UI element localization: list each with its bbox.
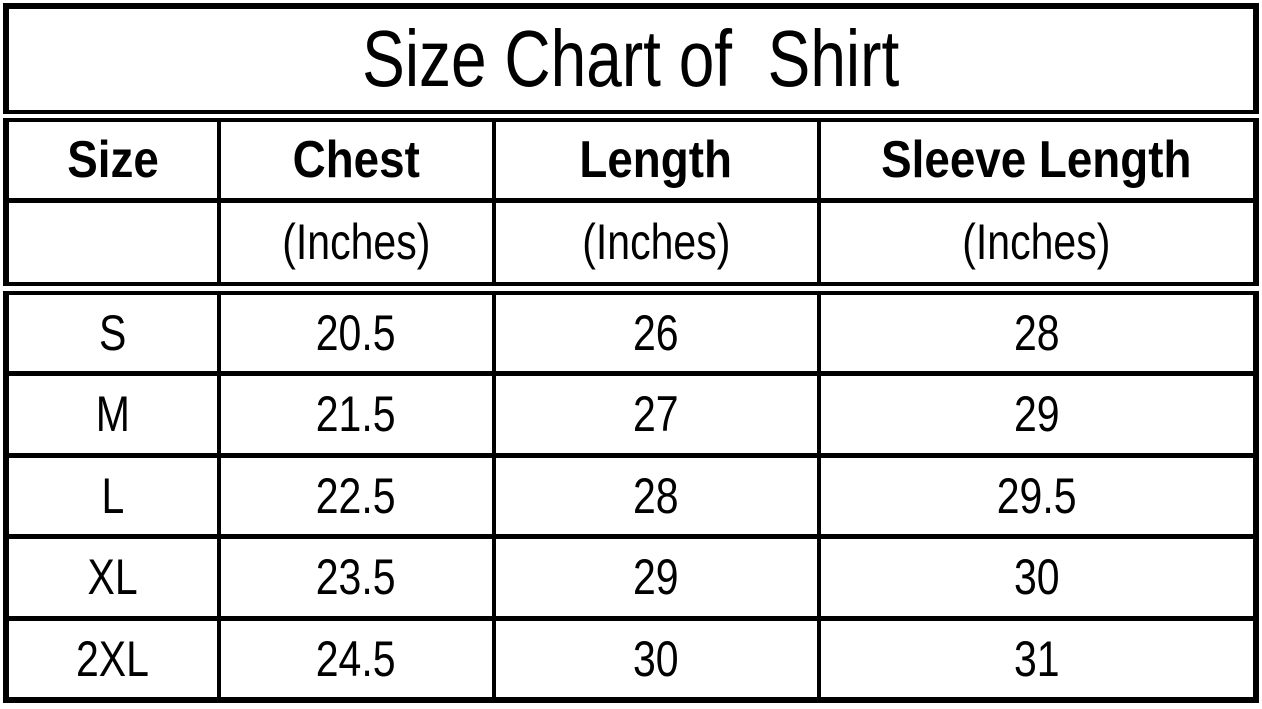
table-row-m: M 21.5 27 29	[4, 371, 1258, 458]
table-row-s: S 20.5 26 28	[4, 285, 1258, 377]
length-cell: 26	[491, 285, 821, 377]
size-cell: M	[4, 371, 221, 458]
chest-value: 23.5	[316, 549, 396, 606]
size-value: L	[101, 467, 125, 524]
column-header-chest-label: Chest	[292, 130, 420, 189]
chest-value: 22.5	[316, 467, 396, 524]
sleeve-length-value: 29	[1013, 386, 1060, 443]
size-value: S	[99, 304, 127, 361]
chest-cell: 22.5	[216, 452, 496, 540]
units-row: (Inches) (Inches) (Inches)	[4, 198, 1258, 295]
table-row-2xl: 2XL 24.5 30 31	[4, 615, 1258, 703]
chart-title-cell: Size Chart of Shirt	[4, 3, 1258, 122]
units-label-sleeve-length: (Inches)	[962, 214, 1111, 271]
chest-value: 24.5	[316, 630, 396, 687]
size-cell: S	[4, 285, 221, 377]
size-chart-table: Size Chart of Shirt Size Chest Length Sl…	[3, 3, 1259, 703]
chest-cell: 21.5	[216, 371, 496, 458]
table-row-xl: XL 23.5 29 30	[4, 534, 1258, 621]
length-cell: 29	[491, 534, 821, 621]
column-header-chest: Chest	[216, 113, 496, 204]
chest-value: 21.5	[316, 386, 396, 443]
title-row: Size Chart of Shirt	[4, 3, 1258, 122]
length-cell: 27	[491, 371, 821, 458]
sleeve-length-cell: 30	[816, 534, 1258, 621]
length-value: 27	[633, 386, 679, 443]
length-value: 28	[633, 467, 679, 524]
units-label-length: (Inches)	[581, 214, 731, 271]
length-value: 30	[633, 630, 679, 687]
size-cell: L	[4, 452, 221, 540]
size-value: 2XL	[76, 630, 150, 687]
sleeve-length-value: 30	[1013, 549, 1060, 606]
length-cell: 28	[491, 452, 821, 540]
column-header-sleeve-length-label: Sleeve Length	[881, 130, 1192, 189]
units-label-chest: (Inches)	[281, 214, 431, 271]
sleeve-length-cell: 29	[816, 371, 1258, 458]
table-row-l: L 22.5 28 29.5	[4, 452, 1258, 540]
size-value: M	[95, 386, 130, 443]
length-cell: 30	[491, 615, 821, 703]
size-cell: XL	[4, 534, 221, 621]
units-cell-sleeve-length: (Inches)	[816, 198, 1258, 295]
sleeve-length-value: 31	[1013, 630, 1060, 687]
column-header-size: Size	[4, 113, 221, 204]
sleeve-length-cell: 31	[816, 615, 1258, 703]
sleeve-length-value: 28	[1013, 304, 1060, 361]
sleeve-length-cell: 29.5	[816, 452, 1258, 540]
chest-value: 20.5	[316, 304, 396, 361]
header-row: Size Chest Length Sleeve Length	[4, 113, 1258, 204]
column-header-length-label: Length	[579, 130, 733, 189]
chart-title: Size Chart of Shirt	[362, 14, 900, 104]
chest-cell: 23.5	[216, 534, 496, 621]
chest-cell: 24.5	[216, 615, 496, 703]
column-header-size-label: Size	[66, 130, 159, 189]
units-cell-length: (Inches)	[491, 198, 821, 295]
chest-cell: 20.5	[216, 285, 496, 377]
column-header-length: Length	[491, 113, 821, 204]
length-value: 29	[633, 549, 679, 606]
size-value: XL	[87, 549, 138, 606]
column-header-sleeve-length: Sleeve Length	[816, 113, 1258, 204]
sleeve-length-cell: 28	[816, 285, 1258, 377]
length-value: 26	[633, 304, 679, 361]
units-cell-chest: (Inches)	[216, 198, 496, 295]
units-cell-size	[4, 198, 221, 295]
size-cell: 2XL	[4, 615, 221, 703]
sleeve-length-value: 29.5	[996, 467, 1077, 524]
